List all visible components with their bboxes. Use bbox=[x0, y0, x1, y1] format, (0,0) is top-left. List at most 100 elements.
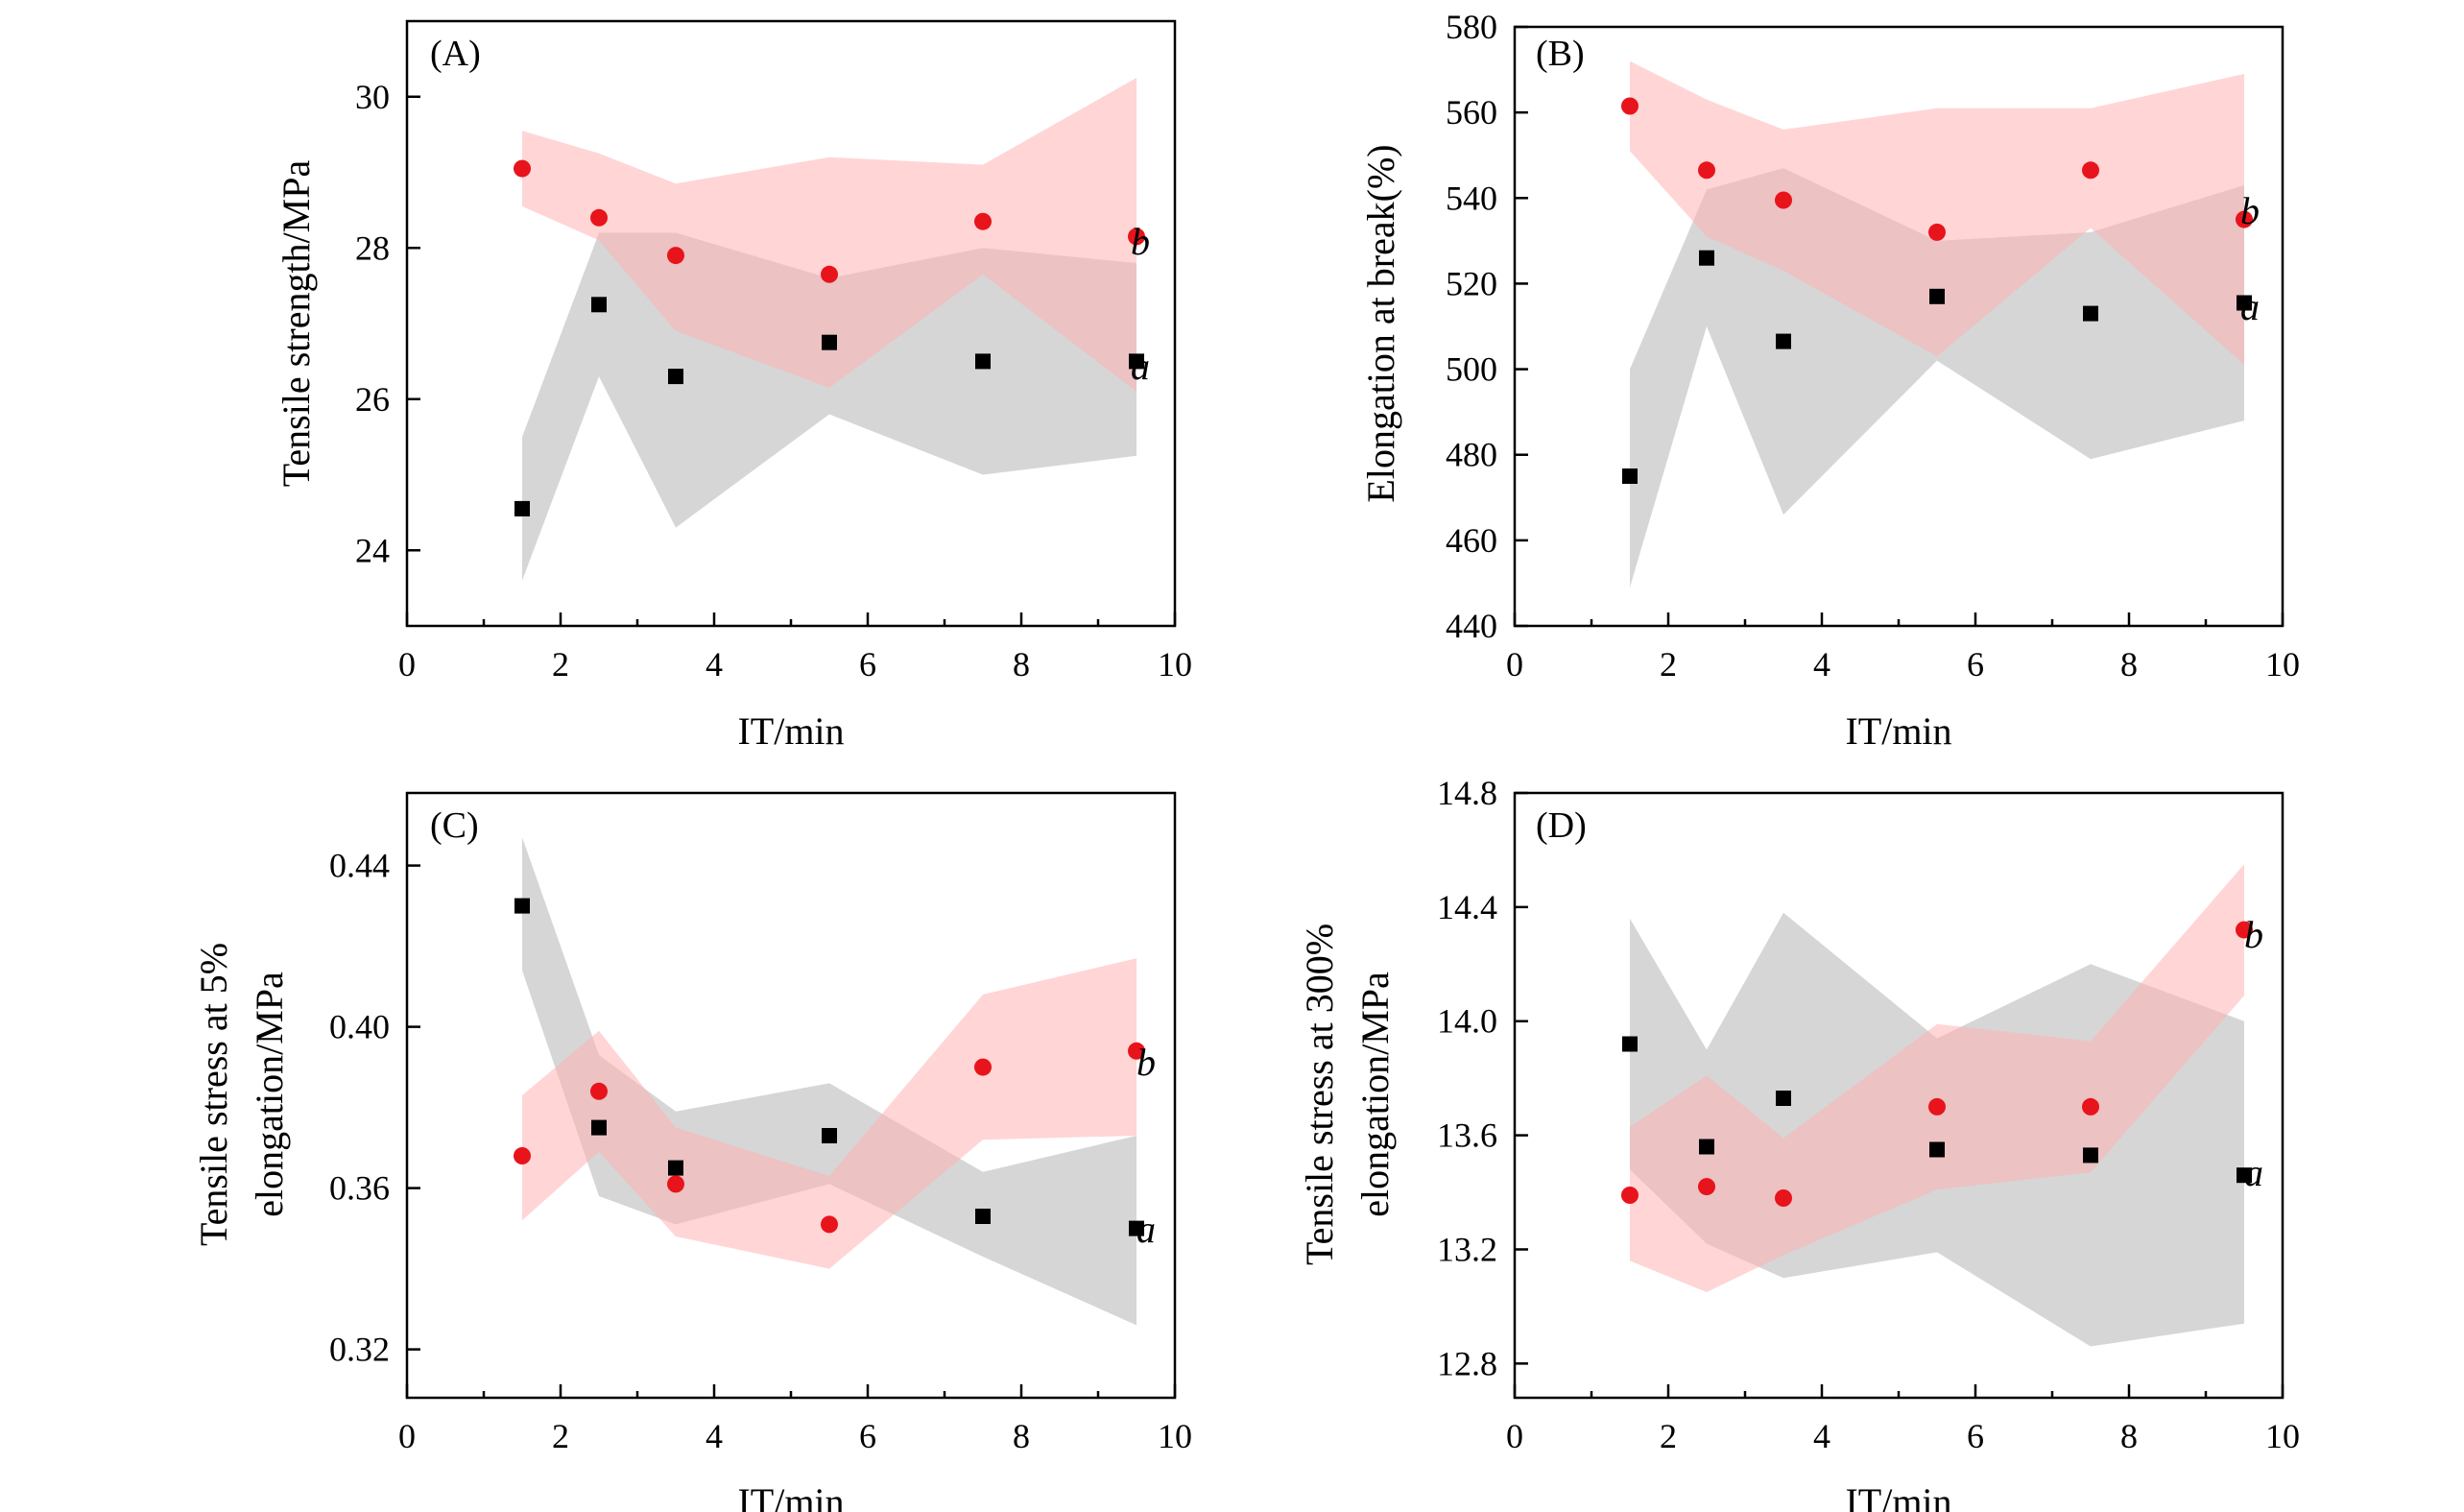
panel-a-x-tick-label: 2 bbox=[552, 645, 569, 684]
panel-b-point-a bbox=[1929, 288, 1945, 304]
panel-b: 0 2 4 6 8 10 440 460 480 500 520 540 560 580 (B) IT/m… bbox=[1359, 8, 2300, 753]
panel-b-series-b-label: b bbox=[2240, 189, 2260, 232]
panel-d-y-tick-label: 13.6 bbox=[1437, 1116, 1497, 1155]
panel-b-axes: 0 2 4 6 8 10 440 460 480 500 520 540 560 580 bbox=[1446, 8, 2300, 684]
panel-d-x-tick-label: 2 bbox=[1660, 1417, 1677, 1455]
panel-a-point-a bbox=[668, 369, 683, 385]
panel-d-point-a bbox=[1929, 1141, 1945, 1158]
panel-b-point-a bbox=[1622, 468, 1638, 484]
panel-c-point-a bbox=[591, 1119, 607, 1136]
panel-c-point-a bbox=[1129, 1220, 1144, 1236]
panel-b-x-tick-label: 4 bbox=[1813, 645, 1830, 684]
panel-d-point-a bbox=[2237, 1167, 2252, 1184]
panel-b-y-tick-label: 440 bbox=[1446, 607, 1497, 645]
panel-c-points bbox=[514, 898, 1145, 1236]
panel-a-x-tick-label: 4 bbox=[706, 645, 723, 684]
panel-d: 0 2 4 6 8 10 12.8 13.2 13.6 14.0 14.4 14.8 (D) IT/m… bbox=[1298, 774, 2300, 1512]
panel-c-point-b bbox=[667, 1175, 684, 1193]
panel-d-series-b-label: b bbox=[2244, 913, 2263, 956]
panel-b-point-b bbox=[1775, 191, 1792, 209]
panel-a-point-b bbox=[514, 159, 531, 178]
panel-c-y-tick-label: 0.40 bbox=[329, 1008, 390, 1046]
panel-d-point-b bbox=[1621, 1187, 1639, 1204]
panel-c-axes: 0 2 4 6 8 10 0.32 0.36 0.40 0.44 bbox=[329, 847, 1192, 1455]
panel-b-y-axis-title: Elongation at break(%) bbox=[1359, 144, 1402, 502]
panel-a-label: (A) bbox=[430, 34, 481, 74]
panel-b-point-b bbox=[2082, 161, 2099, 180]
panel-b-point-a bbox=[2237, 295, 2252, 311]
panel-d-points bbox=[1621, 921, 2253, 1207]
panel-a-band-b bbox=[522, 78, 1136, 392]
panel-d-point-a bbox=[1776, 1091, 1791, 1106]
panel-d-x-tick-label: 8 bbox=[2120, 1417, 2138, 1455]
panel-b-label: (B) bbox=[1536, 34, 1585, 74]
panel-a-point-a bbox=[514, 500, 530, 516]
panel-d-point-a bbox=[1622, 1036, 1638, 1052]
panel-a-series-a-label: a bbox=[1131, 345, 1150, 388]
panel-d-x-tick-label: 6 bbox=[1967, 1417, 1984, 1455]
panel-c-y-tick-label: 0.36 bbox=[329, 1169, 390, 1208]
panel-a-x-tick-label: 10 bbox=[1158, 645, 1192, 684]
panel-b-x-tick-label: 8 bbox=[2120, 645, 2138, 684]
panel-d-point-b bbox=[2236, 921, 2253, 939]
panel-c-x-tick-label: 8 bbox=[1013, 1417, 1030, 1455]
panel-d-bands bbox=[1630, 864, 2244, 1347]
panel-c-y-axis-title-line1: Tensile stress at 5% bbox=[192, 943, 235, 1246]
panel-a-point-b bbox=[1128, 228, 1145, 246]
panel-c-y-axis-title-line2: elongation/MPa bbox=[248, 972, 291, 1217]
panel-b-x-tick-label: 2 bbox=[1660, 645, 1677, 684]
panel-d-point-b bbox=[2082, 1097, 2099, 1116]
panel-b-x-tick-label: 0 bbox=[1506, 645, 1523, 684]
panel-b-y-tick-label: 500 bbox=[1446, 350, 1497, 389]
panel-c-series-a-label: a bbox=[1136, 1208, 1156, 1251]
panel-d-label: (D) bbox=[1536, 805, 1587, 846]
panel-d-y-tick-label: 13.2 bbox=[1437, 1230, 1497, 1268]
panel-d-x-tick-label: 4 bbox=[1813, 1417, 1830, 1455]
panel-b-point-a bbox=[1776, 333, 1791, 349]
panel-b-point-b bbox=[1928, 223, 1946, 241]
panel-b-points bbox=[1621, 97, 2253, 484]
panel-d-point-a bbox=[2083, 1147, 2098, 1164]
panel-d-y-axis-title-line1: Tensile stress at 300% bbox=[1298, 924, 1341, 1265]
panel-c-x-tick-label: 2 bbox=[552, 1417, 569, 1455]
panel-c-point-a bbox=[668, 1160, 683, 1176]
panel-a-point-b bbox=[590, 208, 608, 227]
panel-a-y-tick-label: 26 bbox=[355, 380, 390, 419]
panel-d-y-axis-title-line2: elongation/MPa bbox=[1353, 972, 1397, 1217]
panel-c-x-tick-label: 0 bbox=[398, 1417, 416, 1455]
panel-c-point-a bbox=[514, 898, 530, 914]
panel-a-point-b bbox=[974, 212, 992, 230]
panel-a-x-tick-label: 6 bbox=[859, 645, 876, 684]
panel-c-x-tick-label: 6 bbox=[859, 1417, 876, 1455]
panel-c-point-b bbox=[821, 1215, 838, 1234]
panel-d-band-b bbox=[1630, 864, 2244, 1292]
panel-c-point-b bbox=[974, 1058, 992, 1076]
panel-d-point-b bbox=[1698, 1178, 1715, 1196]
panel-c-x-tick-label: 4 bbox=[706, 1417, 723, 1455]
panel-a-y-tick-label: 28 bbox=[355, 228, 390, 267]
panel-b-band-b bbox=[1630, 60, 2244, 366]
panel-c-y-tick-label: 0.32 bbox=[329, 1331, 390, 1369]
panel-c-bands bbox=[522, 837, 1136, 1326]
panel-a-y-tick-label: 24 bbox=[355, 531, 390, 569]
panel-b-y-tick-label: 560 bbox=[1446, 93, 1497, 132]
panel-c-x-axis-title: IT/min bbox=[737, 1480, 844, 1512]
panel-d-x-tick-label: 10 bbox=[2265, 1417, 2300, 1455]
panel-b-x-axis-title: IT/min bbox=[1845, 709, 1951, 753]
panel-c-x-tick-label: 10 bbox=[1158, 1417, 1192, 1455]
panel-b-band-a bbox=[1630, 168, 2244, 588]
panel-d-series-a-label: a bbox=[2244, 1151, 2263, 1194]
panel-c-series-b-label: b bbox=[1136, 1041, 1156, 1084]
panel-b-point-a bbox=[1699, 250, 1714, 266]
panel-b-series-a-label: a bbox=[2240, 285, 2260, 328]
panel-a-x-tick-label: 0 bbox=[398, 645, 416, 684]
panel-b-y-tick-label: 520 bbox=[1446, 264, 1497, 302]
panel-b-x-tick-label: 10 bbox=[2265, 645, 2300, 684]
panel-a-point-a bbox=[591, 297, 607, 313]
panel-a-bands bbox=[522, 78, 1136, 581]
panel-a-points bbox=[514, 159, 1145, 516]
panel-a-point-a bbox=[975, 353, 991, 370]
panel-d-point-b bbox=[1928, 1097, 1946, 1116]
